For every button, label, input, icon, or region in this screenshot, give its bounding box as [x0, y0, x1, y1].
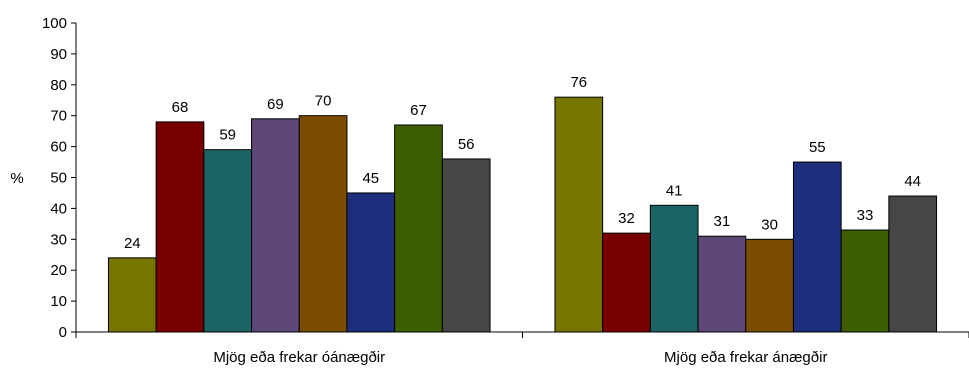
bar [346, 192, 396, 333]
y-tick-label: 90 [50, 46, 67, 63]
y-tick-label: 10 [50, 293, 67, 310]
y-tick-label: 50 [50, 170, 67, 187]
bar [298, 115, 348, 333]
y-tick-label: 60 [50, 139, 67, 156]
bar-value-label: 44 [904, 173, 921, 190]
y-tick-label: 70 [50, 108, 67, 125]
bar-value-label: 45 [362, 170, 379, 187]
x-category-label: Mjög eða frekar óánægðir [213, 349, 385, 366]
bar-value-label: 76 [570, 74, 587, 91]
bar-value-label: 24 [124, 235, 141, 252]
bar-value-label: 67 [410, 102, 427, 119]
bar [649, 204, 699, 333]
bar [155, 121, 205, 333]
bar [394, 124, 443, 333]
bar-value-label: 55 [809, 139, 826, 156]
bar [840, 229, 890, 333]
bar-value-label: 41 [666, 182, 683, 199]
bar-value-label: 30 [761, 216, 778, 233]
bar [697, 235, 747, 333]
bar-value-label: 32 [618, 210, 635, 227]
y-tick-label: 30 [50, 231, 67, 248]
bar-value-label: 68 [172, 99, 189, 116]
bar-value-label: 33 [857, 207, 874, 224]
bar-value-label: 70 [315, 93, 332, 110]
y-tick-label: 40 [50, 200, 67, 217]
y-tick-label: 100 [42, 15, 67, 32]
bar [251, 118, 300, 333]
y-tick-label: 20 [50, 262, 67, 279]
bar [554, 96, 604, 333]
bar-value-label: 56 [458, 136, 475, 153]
y-tick-label: 0 [59, 324, 67, 341]
bar [792, 161, 842, 333]
y-tick-label: 80 [50, 77, 67, 94]
y-axis: 0 10 20 30 40 50 60 70 80 90 100 [42, 15, 77, 341]
bar [602, 232, 651, 333]
bar [745, 238, 794, 333]
x-axis: Mjög eða frekar óánægðir Mjög eða frekar … [75, 331, 969, 366]
bar [107, 257, 157, 333]
bar-value-label: 69 [267, 96, 284, 113]
bar [888, 195, 938, 333]
y-axis-title: % [10, 170, 23, 187]
bar [203, 149, 253, 333]
x-category-label: Mjög eða frekar ánægðir [664, 349, 827, 366]
data-labels: 24 68 59 69 70 45 67 56 76 32 41 31 30 55 33 44 [124, 74, 921, 252]
bar-value-label: 31 [714, 213, 731, 230]
bars [107, 96, 938, 333]
bar-value-label: 59 [219, 127, 236, 144]
bar [441, 158, 491, 333]
